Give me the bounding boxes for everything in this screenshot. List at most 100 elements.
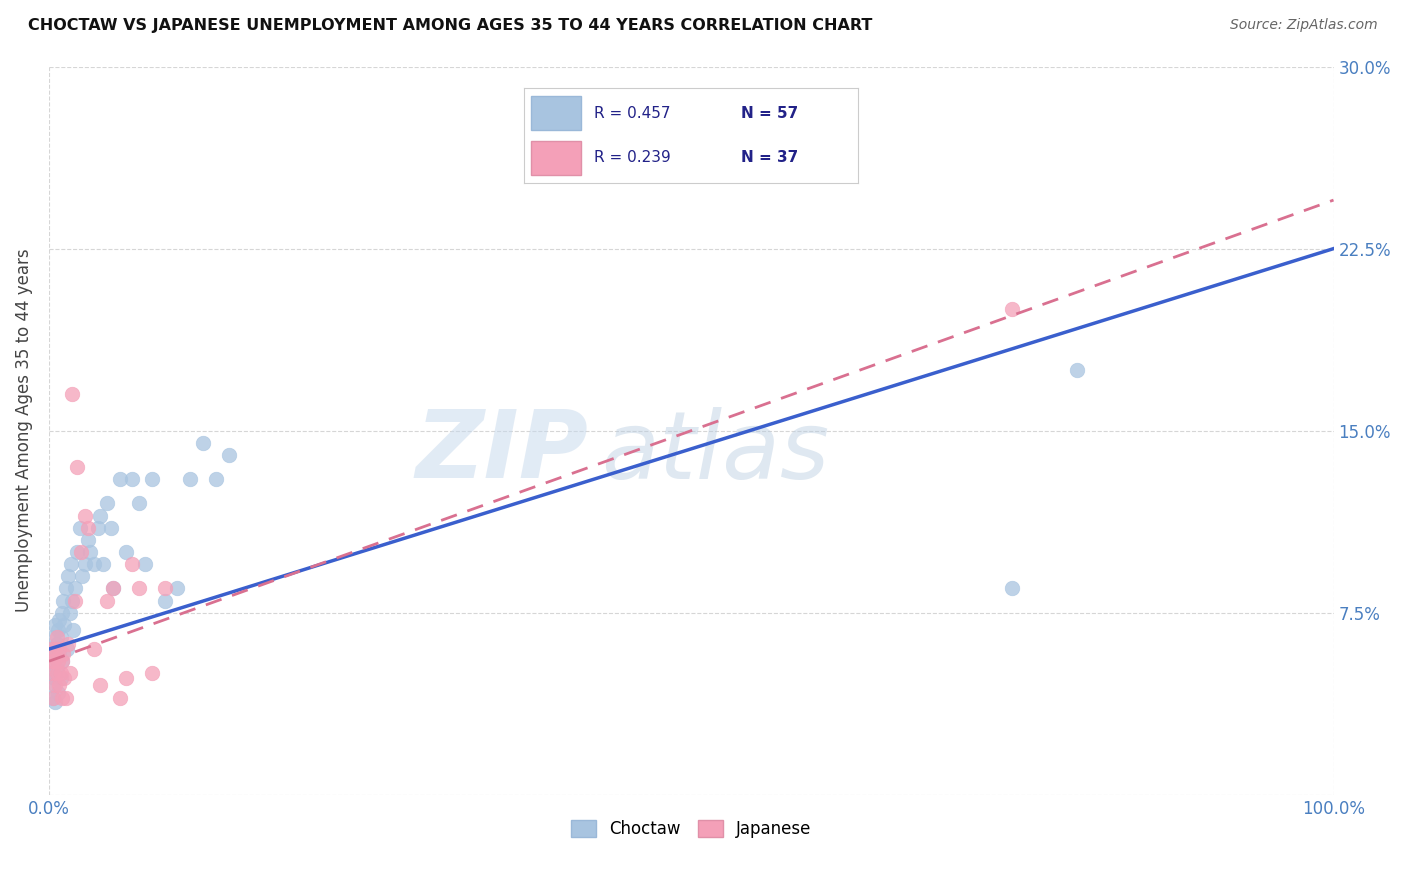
Point [141,666,163,681]
Point [42,630,65,644]
Point [66,460,89,475]
Point [53,671,76,685]
Point [89,678,111,692]
Point [72,569,94,583]
Point [62,623,84,637]
Point [66,545,89,559]
Point [69,521,91,535]
Point [76,521,98,535]
Point [44,696,66,710]
Point [44,642,66,657]
Point [63,582,86,596]
Point [60,387,83,401]
Y-axis label: Unemployment Among Ages 35 to 44 years: Unemployment Among Ages 35 to 44 years [15,249,32,613]
Point [46,686,69,700]
Point [1066,363,1088,377]
Point [70,545,93,559]
Text: ZIP: ZIP [416,407,589,499]
Legend: Choctaw, Japanese: Choctaw, Japanese [564,814,818,845]
Point [42,654,65,668]
Point [49,630,72,644]
Text: CHOCTAW VS JAPANESE UNEMPLOYMENT AMONG AGES 35 TO 44 YEARS CORRELATION CHART: CHOCTAW VS JAPANESE UNEMPLOYMENT AMONG A… [28,18,873,33]
Point [45,661,67,675]
Point [191,435,214,450]
Point [41,666,63,681]
Point [42,678,65,692]
Point [53,617,76,632]
Point [205,472,228,486]
Point [115,545,138,559]
Point [58,606,80,620]
Point [108,690,131,705]
Point [60,593,83,607]
Text: atlas: atlas [602,407,830,498]
Point [42,647,65,661]
Point [166,582,188,596]
Point [42,671,65,685]
Point [115,671,138,685]
Point [42,690,65,705]
Point [49,666,72,681]
Point [45,666,67,681]
Point [51,654,73,668]
Point [1001,302,1024,317]
Point [59,557,82,571]
Point [83,642,105,657]
Point [128,582,150,596]
Point [89,508,111,523]
Point [58,637,80,651]
Point [128,496,150,510]
Point [55,582,77,596]
Point [87,521,110,535]
Point [153,593,176,607]
Point [44,678,66,692]
Point [96,496,118,510]
Point [121,557,143,571]
Point [39,642,62,657]
Point [48,678,70,692]
Text: Source: ZipAtlas.com: Source: ZipAtlas.com [1230,18,1378,32]
Point [51,606,73,620]
Point [45,630,67,644]
Point [48,647,70,661]
Point [141,472,163,486]
Point [55,690,77,705]
Point [76,533,98,547]
Point [42,666,65,681]
Point [46,623,69,637]
Point [83,557,105,571]
Point [100,521,122,535]
Point [96,593,118,607]
Point [108,472,131,486]
Point [1001,582,1024,596]
Point [153,582,176,596]
Point [41,654,63,668]
Point [44,617,66,632]
Point [52,593,75,607]
Point [218,448,240,462]
Point [45,637,67,651]
Point [103,582,125,596]
Point [134,557,156,571]
Point [41,654,63,668]
Point [51,654,73,668]
Point [48,613,70,627]
Point [46,654,69,668]
Point [73,557,96,571]
Point [58,666,80,681]
Point [179,472,201,486]
Point [39,642,62,657]
Point [51,690,73,705]
Point [91,557,114,571]
Point [79,545,101,559]
Point [48,642,70,657]
Point [121,472,143,486]
Point [73,508,96,523]
Point [56,642,79,657]
Point [42,690,65,705]
Point [63,593,86,607]
Point [103,582,125,596]
Point [52,647,75,661]
Point [49,671,72,685]
Point [58,569,80,583]
